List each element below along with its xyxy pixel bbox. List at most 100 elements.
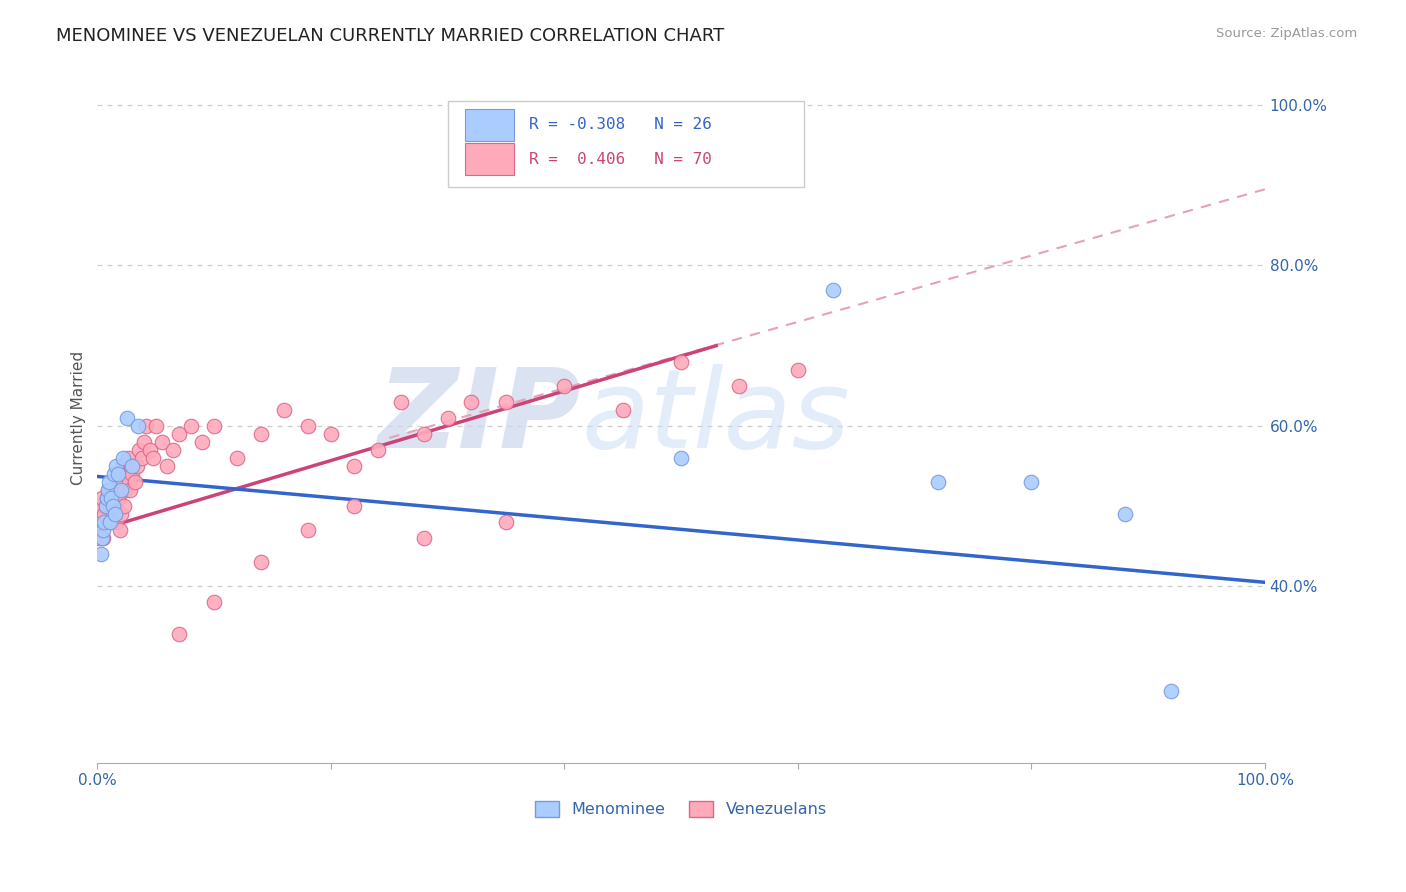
- Point: [128, 442, 150, 457]
- Legend: Menominee, Venezuelans: Menominee, Venezuelans: [529, 795, 834, 824]
- Point: [105, 458, 128, 473]
- Text: Source: ZipAtlas.com: Source: ZipAtlas.com: [1216, 27, 1357, 40]
- Point: [97, 483, 120, 497]
- Point: [202, 418, 225, 433]
- Point: [1021, 475, 1043, 489]
- Point: [98, 515, 121, 529]
- Point: [131, 450, 153, 465]
- Point: [100, 483, 122, 497]
- Point: [413, 531, 436, 545]
- Text: atlas: atlas: [582, 364, 851, 471]
- Point: [107, 467, 129, 481]
- Point: [553, 379, 575, 393]
- Point: [191, 434, 214, 449]
- Point: [101, 499, 124, 513]
- Point: [93, 507, 115, 521]
- Point: [108, 523, 131, 537]
- Point: [111, 475, 134, 489]
- Point: [273, 402, 295, 417]
- Point: [167, 627, 190, 641]
- Point: [94, 499, 117, 513]
- Point: [91, 523, 114, 537]
- Point: [460, 394, 482, 409]
- Point: [104, 499, 127, 513]
- Point: [110, 507, 132, 521]
- Point: [413, 426, 436, 441]
- Point: [150, 434, 173, 449]
- Point: [135, 418, 157, 433]
- Point: [669, 355, 692, 369]
- Point: [156, 458, 179, 473]
- Point: [125, 458, 148, 473]
- Point: [495, 394, 517, 409]
- Point: [132, 434, 155, 449]
- Point: [167, 426, 190, 441]
- Point: [94, 499, 117, 513]
- FancyBboxPatch shape: [465, 144, 515, 175]
- Point: [121, 458, 143, 473]
- Point: [927, 475, 949, 489]
- Point: [93, 515, 115, 529]
- Point: [112, 450, 135, 465]
- Point: [612, 402, 634, 417]
- Point: [98, 475, 121, 489]
- Point: [139, 442, 162, 457]
- Point: [728, 379, 751, 393]
- Point: [97, 483, 120, 497]
- Text: R = -0.308   N = 26: R = -0.308 N = 26: [529, 117, 713, 132]
- Point: [118, 483, 141, 497]
- Point: [127, 418, 149, 433]
- Point: [1160, 683, 1182, 698]
- Point: [96, 491, 118, 505]
- FancyBboxPatch shape: [465, 109, 515, 141]
- Point: [112, 499, 135, 513]
- Point: [103, 467, 125, 481]
- Point: [669, 450, 692, 465]
- Point: [124, 475, 146, 489]
- Point: [91, 531, 114, 545]
- Y-axis label: Currently Married: Currently Married: [72, 351, 86, 485]
- Text: R =  0.406   N = 70: R = 0.406 N = 70: [529, 152, 713, 167]
- Point: [249, 426, 271, 441]
- Point: [202, 595, 225, 609]
- Point: [786, 363, 808, 377]
- Point: [91, 491, 114, 505]
- FancyBboxPatch shape: [447, 101, 804, 186]
- Point: [162, 442, 184, 457]
- Point: [115, 410, 138, 425]
- Point: [98, 515, 121, 529]
- Point: [343, 499, 366, 513]
- Point: [226, 450, 249, 465]
- Point: [104, 507, 127, 521]
- Point: [90, 499, 112, 513]
- Point: [112, 458, 135, 473]
- Point: [103, 491, 125, 505]
- Point: [114, 483, 136, 497]
- Point: [343, 458, 366, 473]
- Point: [90, 547, 112, 561]
- Point: [821, 283, 844, 297]
- Point: [91, 531, 114, 545]
- Point: [107, 491, 129, 505]
- Point: [118, 475, 141, 489]
- Point: [367, 442, 389, 457]
- Point: [101, 507, 124, 521]
- Point: [87, 531, 110, 545]
- Point: [249, 555, 271, 569]
- Point: [96, 491, 118, 505]
- Point: [117, 450, 139, 465]
- Point: [180, 418, 202, 433]
- Point: [297, 418, 319, 433]
- Point: [110, 483, 132, 497]
- Point: [105, 515, 128, 529]
- Point: [389, 394, 412, 409]
- Point: [100, 491, 122, 505]
- Point: [495, 515, 517, 529]
- Point: [319, 426, 342, 441]
- Text: MENOMINEE VS VENEZUELAN CURRENTLY MARRIED CORRELATION CHART: MENOMINEE VS VENEZUELAN CURRENTLY MARRIE…: [56, 27, 724, 45]
- Point: [142, 450, 165, 465]
- Point: [115, 467, 138, 481]
- Point: [436, 410, 458, 425]
- Point: [120, 458, 142, 473]
- Point: [145, 418, 167, 433]
